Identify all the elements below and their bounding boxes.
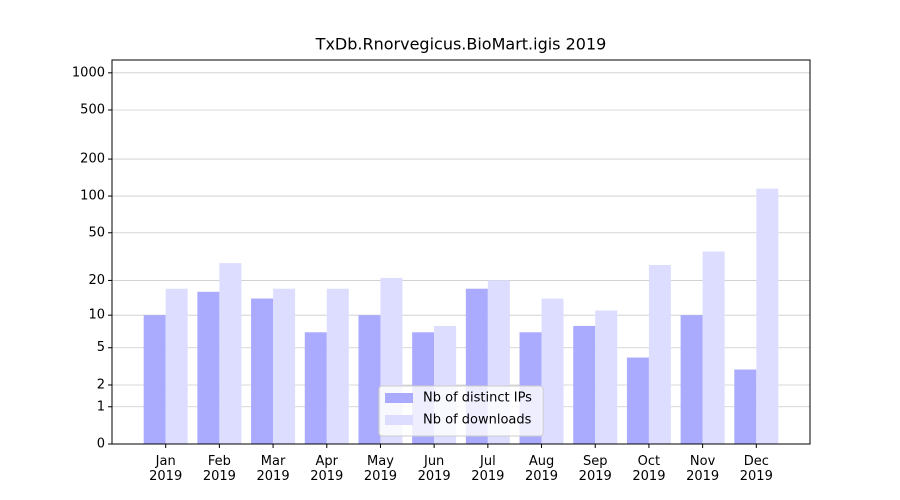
bar <box>541 298 564 444</box>
x-tick-label: Aug 2019 <box>525 454 558 484</box>
legend-swatch <box>385 393 413 403</box>
legend-label: Nb of downloads <box>423 413 532 428</box>
bar <box>197 291 220 444</box>
bar <box>680 315 703 444</box>
bar <box>358 315 381 444</box>
legend-swatch <box>385 415 413 425</box>
x-tick-label: Mar 2019 <box>257 454 290 484</box>
x-tick-label: Sep 2019 <box>579 454 612 484</box>
x-tick-label: Jan 2019 <box>149 454 182 484</box>
y-tick-label: 20 <box>88 273 105 288</box>
y-tick-label: 50 <box>88 225 105 240</box>
x-tick-label: Feb 2019 <box>203 454 236 484</box>
bar <box>143 315 166 444</box>
bar <box>626 357 649 444</box>
bar <box>734 369 757 444</box>
chart-title: TxDb.Rnorvegicus.BioMart.igis 2019 <box>315 35 607 54</box>
bar <box>702 251 725 444</box>
bar <box>648 264 671 444</box>
x-tick-label: Oct 2019 <box>632 454 665 484</box>
bar <box>304 332 327 444</box>
x-tick-label: Jun 2019 <box>418 454 451 484</box>
bar <box>273 288 296 444</box>
x-tick-label: Dec 2019 <box>740 454 773 484</box>
y-tick-label: 2 <box>97 377 105 392</box>
bar <box>573 325 596 444</box>
bar <box>595 310 618 444</box>
y-tick-label: 100 <box>80 189 105 204</box>
bar <box>756 188 779 444</box>
y-tick-label: 10 <box>88 308 105 323</box>
y-tick-label: 5 <box>97 340 105 355</box>
legend: Nb of distinct IPs Nb of downloads <box>378 385 544 437</box>
bar <box>165 288 188 444</box>
y-tick-label: 200 <box>80 152 105 167</box>
x-tick-label: Jul 2019 <box>471 454 504 484</box>
y-tick-label: 1 <box>97 399 105 414</box>
bar <box>219 263 242 444</box>
bar <box>326 288 349 444</box>
x-tick-label: May 2019 <box>364 454 397 484</box>
x-tick-label: Nov 2019 <box>686 454 719 484</box>
y-tick-label: 1000 <box>72 65 105 80</box>
x-tick-label: Apr 2019 <box>310 454 343 484</box>
legend-label: Nb of distinct IPs <box>423 391 532 406</box>
legend-box <box>378 385 544 437</box>
bar <box>251 298 274 444</box>
labels: 0 1 2 5 10 20 50 100 200 500 1000 Jan 2019 Feb 2019 Mar… <box>72 65 773 483</box>
y-tick-label: 0 <box>97 437 105 452</box>
axes-frame <box>111 59 811 445</box>
y-tick-label: 500 <box>80 103 105 118</box>
